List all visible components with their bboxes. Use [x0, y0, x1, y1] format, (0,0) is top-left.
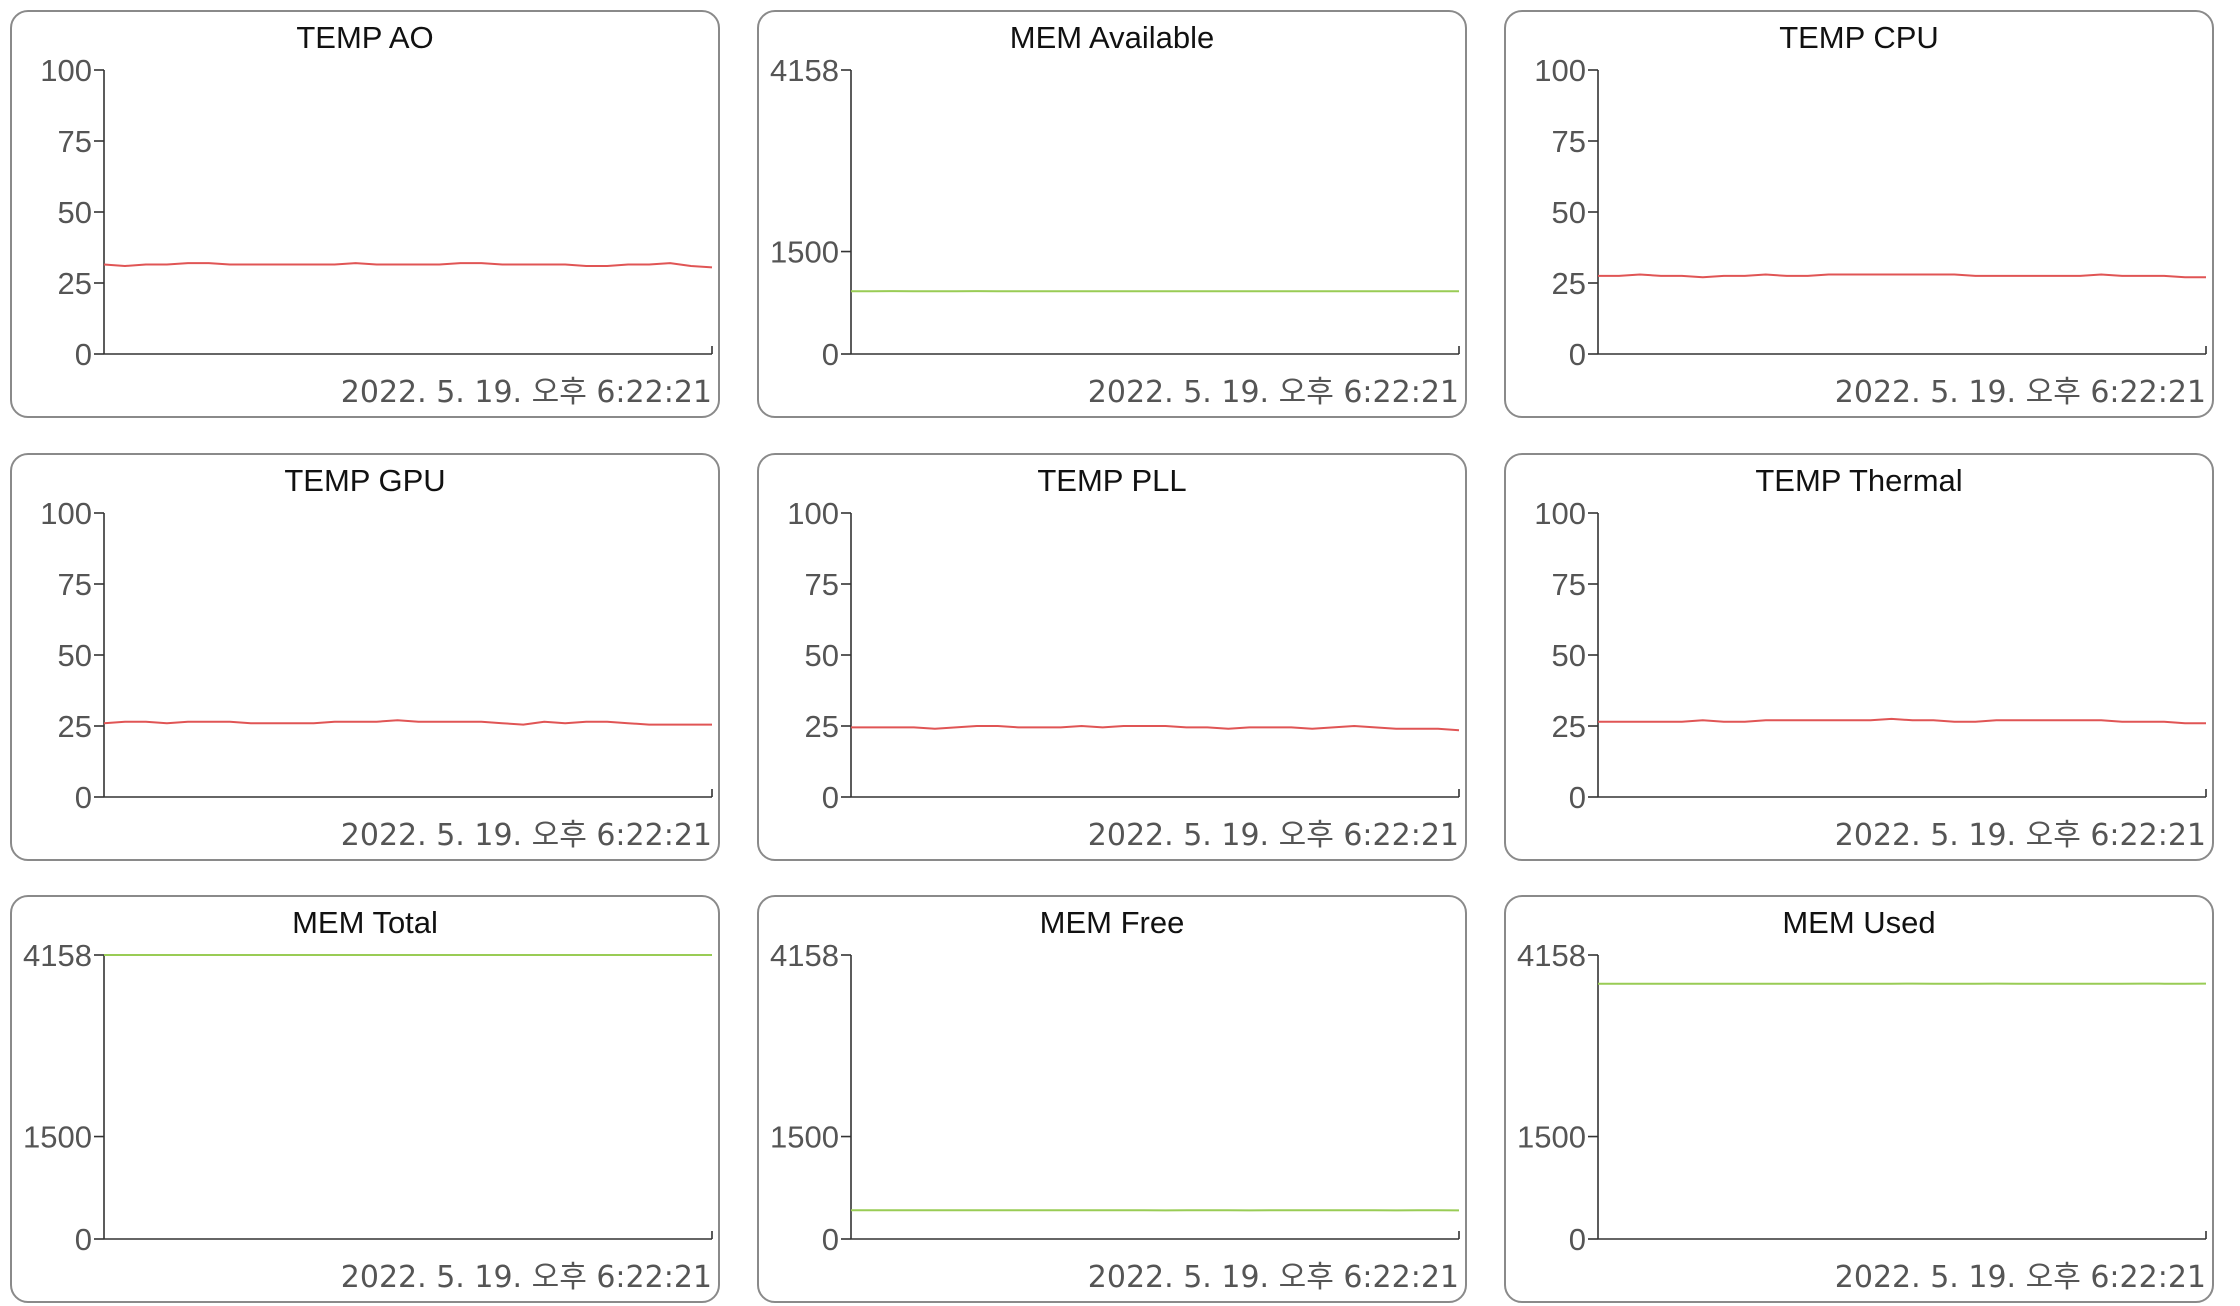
timestamp-label: 2022. 5. 19. 오후 6:22:21 [1835, 818, 2206, 853]
y-tick-label: 0 [822, 780, 839, 815]
y-tick-label: 100 [40, 496, 92, 531]
timestamp-label: 2022. 5. 19. 오후 6:22:21 [341, 818, 712, 853]
y-tick-label: 4158 [23, 938, 92, 973]
y-tick-label: 75 [58, 124, 92, 159]
y-tick-label: 25 [1552, 709, 1586, 744]
chart-panel-temp-ao: TEMP AO 100 75 50 25 0 2022. 5. 19. 오후 6:22:21 [10, 10, 720, 418]
timestamp-label: 2022. 5. 19. 오후 6:22:21 [1088, 375, 1459, 410]
y-tick-label: 50 [58, 638, 92, 673]
timestamp-label: 2022. 5. 19. 오후 6:22:21 [1835, 375, 2206, 410]
y-tick-label: 1500 [23, 1120, 92, 1155]
y-tick-label: 25 [805, 709, 839, 744]
timestamp-label: 2022. 5. 19. 오후 6:22:21 [1088, 818, 1459, 853]
y-tick-label: 50 [805, 638, 839, 673]
chart-svg: TEMP Thermal 100 75 50 25 0 2022. 5. 19. 오후 6:… [1534, 463, 2207, 853]
chart-svg: MEM Available 4158 1500 0 2022. 5. 19. 오후 6:… [770, 20, 1460, 410]
y-tick-label: 75 [1552, 567, 1586, 602]
chart-panel-temp-cpu: TEMP CPU 100 75 50 25 0 2022. 5. 19. 오후 6:22:2… [1504, 10, 2214, 418]
y-tick-label: 25 [58, 709, 92, 744]
chart-title: MEM Used [1782, 905, 1935, 940]
chart-panel-temp-pll: TEMP PLL 100 75 50 25 0 2022. 5. 19. 오후 6:22:2… [757, 453, 1467, 861]
series-line [851, 725, 1460, 732]
y-tick-label: 0 [75, 337, 92, 372]
y-tick-label: 100 [40, 53, 92, 88]
chart-svg: TEMP PLL 100 75 50 25 0 2022. 5. 19. 오후 6:22:2… [787, 463, 1460, 853]
y-tick-label: 0 [1569, 337, 1586, 372]
y-tick-label: 4158 [770, 938, 839, 973]
chart-panel-mem-used: MEM Used 4158 1500 0 2022. 5. 19. 오후 6:22:21 [1504, 895, 2214, 1303]
y-tick-label: 25 [58, 266, 92, 301]
series-line [103, 262, 713, 269]
chart-panel-temp-gpu: TEMP GPU 100 75 50 25 0 2022. 5. 19. 오후 6:22:2… [10, 453, 720, 861]
y-tick-label: 0 [1569, 1222, 1586, 1257]
chart-title: MEM Available [1010, 20, 1214, 55]
y-tick-label: 0 [75, 1222, 92, 1257]
chart-svg: MEM Free 4158 1500 0 2022. 5. 19. 오후 6:22:21 [770, 905, 1460, 1295]
series-line [1598, 273, 2206, 279]
y-tick-label: 1500 [770, 235, 839, 270]
y-tick-label: 75 [1552, 124, 1586, 159]
chart-title: MEM Free [1040, 905, 1185, 940]
y-tick-label: 100 [787, 496, 839, 531]
y-tick-label: 50 [1552, 638, 1586, 673]
y-tick-label: 4158 [1517, 938, 1586, 973]
y-tick-label: 4158 [770, 53, 839, 88]
y-tick-label: 75 [805, 567, 839, 602]
chart-svg: MEM Total 4158 1500 0 2022. 5. 19. 오후 6:22:2… [23, 905, 713, 1295]
y-tick-label: 75 [58, 567, 92, 602]
y-tick-label: 0 [822, 337, 839, 372]
y-tick-label: 0 [75, 780, 92, 815]
chart-title: TEMP CPU [1779, 20, 1939, 55]
y-tick-label: 1500 [770, 1120, 839, 1155]
chart-svg: MEM Used 4158 1500 0 2022. 5. 19. 오후 6:22:21 [1517, 905, 2207, 1295]
series-line [1598, 717, 2206, 725]
chart-svg: TEMP GPU 100 75 50 25 0 2022. 5. 19. 오후 6:22:2… [40, 463, 713, 853]
timestamp-label: 2022. 5. 19. 오후 6:22:21 [341, 375, 712, 410]
series-line [103, 719, 712, 726]
y-tick-label: 100 [1534, 496, 1586, 531]
y-tick-label: 50 [58, 195, 92, 230]
chart-panel-mem-free: MEM Free 4158 1500 0 2022. 5. 19. 오후 6:22:21 [757, 895, 1467, 1303]
timestamp-label: 2022. 5. 19. 오후 6:22:21 [1088, 1260, 1459, 1295]
chart-title: MEM Total [292, 905, 438, 940]
y-tick-label: 25 [1552, 266, 1586, 301]
y-tick-label: 0 [822, 1222, 839, 1257]
y-tick-label: 100 [1534, 53, 1586, 88]
chart-svg: TEMP CPU 100 75 50 25 0 2022. 5. 19. 오후 6:22:2… [1534, 20, 2207, 410]
chart-panel-mem-available: MEM Available 4158 1500 0 2022. 5. 19. 오후 6:… [757, 10, 1467, 418]
chart-title: TEMP AO [296, 20, 433, 55]
timestamp-label: 2022. 5. 19. 오후 6:22:21 [1835, 1260, 2206, 1295]
chart-title: TEMP GPU [284, 463, 445, 498]
y-tick-label: 50 [1552, 195, 1586, 230]
y-tick-label: 1500 [1517, 1120, 1586, 1155]
chart-title: TEMP Thermal [1755, 463, 1962, 498]
chart-svg: TEMP AO 100 75 50 25 0 2022. 5. 19. 오후 6:22:21 [40, 20, 713, 410]
y-tick-label: 0 [1569, 780, 1586, 815]
timestamp-label: 2022. 5. 19. 오후 6:22:21 [341, 1260, 712, 1295]
chart-title: TEMP PLL [1037, 463, 1186, 498]
chart-panel-temp-thermal: TEMP Thermal 100 75 50 25 0 2022. 5. 19. 오후 6:… [1504, 453, 2214, 861]
chart-panel-mem-total: MEM Total 4158 1500 0 2022. 5. 19. 오후 6:22:2… [10, 895, 720, 1303]
